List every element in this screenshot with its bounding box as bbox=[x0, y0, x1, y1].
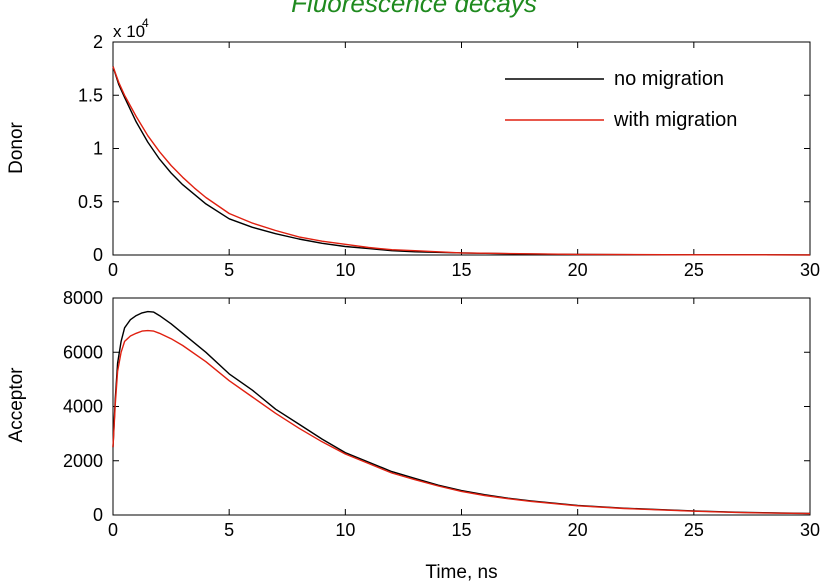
y-tick-label: 1.5 bbox=[78, 85, 103, 105]
y-tick-label: 0.5 bbox=[78, 192, 103, 212]
x-tick-label: 30 bbox=[800, 520, 820, 540]
x-tick-label: 25 bbox=[684, 260, 704, 280]
legend-label: with migration bbox=[613, 109, 737, 131]
y-tick-label: 0 bbox=[93, 505, 103, 525]
y-tick-label: 2000 bbox=[63, 451, 103, 471]
x-tick-label: 20 bbox=[568, 520, 588, 540]
y-tick-label: 8000 bbox=[63, 288, 103, 308]
x-tick-label: 5 bbox=[224, 520, 234, 540]
x-tick-label: 10 bbox=[335, 520, 355, 540]
series-line-with-migration bbox=[112, 329, 811, 515]
acceptor-panel: 0 5 10 15 20 25 30 0 2000 4000 6000 8000 Acceptor Tim… bbox=[6, 288, 820, 583]
legend-label: no migration bbox=[614, 68, 724, 90]
y-axis-title: Donor bbox=[6, 121, 27, 173]
y-tick-label: 6000 bbox=[63, 342, 103, 362]
donor-panel: 0 5 10 15 20 25 30 0 0.5 1 1.5 2 Donor x 104 no migrat… bbox=[6, 16, 820, 280]
x-tick-label: 5 bbox=[224, 260, 234, 280]
series-line-with-migration bbox=[112, 66, 811, 256]
x-tick-label: 30 bbox=[800, 260, 820, 280]
x-tick-label: 0 bbox=[108, 520, 118, 540]
x-tick-label: 15 bbox=[451, 520, 471, 540]
x-tick-label: 0 bbox=[108, 260, 118, 280]
plot-area-frame bbox=[112, 297, 811, 516]
x-tick-label: 10 bbox=[335, 260, 355, 280]
series-line-no-migration bbox=[112, 66, 811, 256]
y-tick-label: 4000 bbox=[63, 397, 103, 417]
chart-title: Fluorescence decays bbox=[291, 0, 537, 18]
y-scale-exponent: 4 bbox=[142, 16, 149, 30]
x-tick-label: 25 bbox=[684, 520, 704, 540]
x-tick-label: 15 bbox=[451, 260, 471, 280]
x-axis-title: Time, ns bbox=[425, 562, 497, 583]
y-axis-title: Acceptor bbox=[6, 367, 27, 443]
y-tick-label: 2 bbox=[93, 32, 103, 52]
series-line-no-migration bbox=[112, 310, 811, 515]
x-tick-label: 20 bbox=[568, 260, 588, 280]
y-tick-label: 0 bbox=[93, 245, 103, 265]
y-scale-multiplier: x 10 bbox=[113, 22, 145, 41]
y-tick-label: 1 bbox=[93, 139, 103, 159]
